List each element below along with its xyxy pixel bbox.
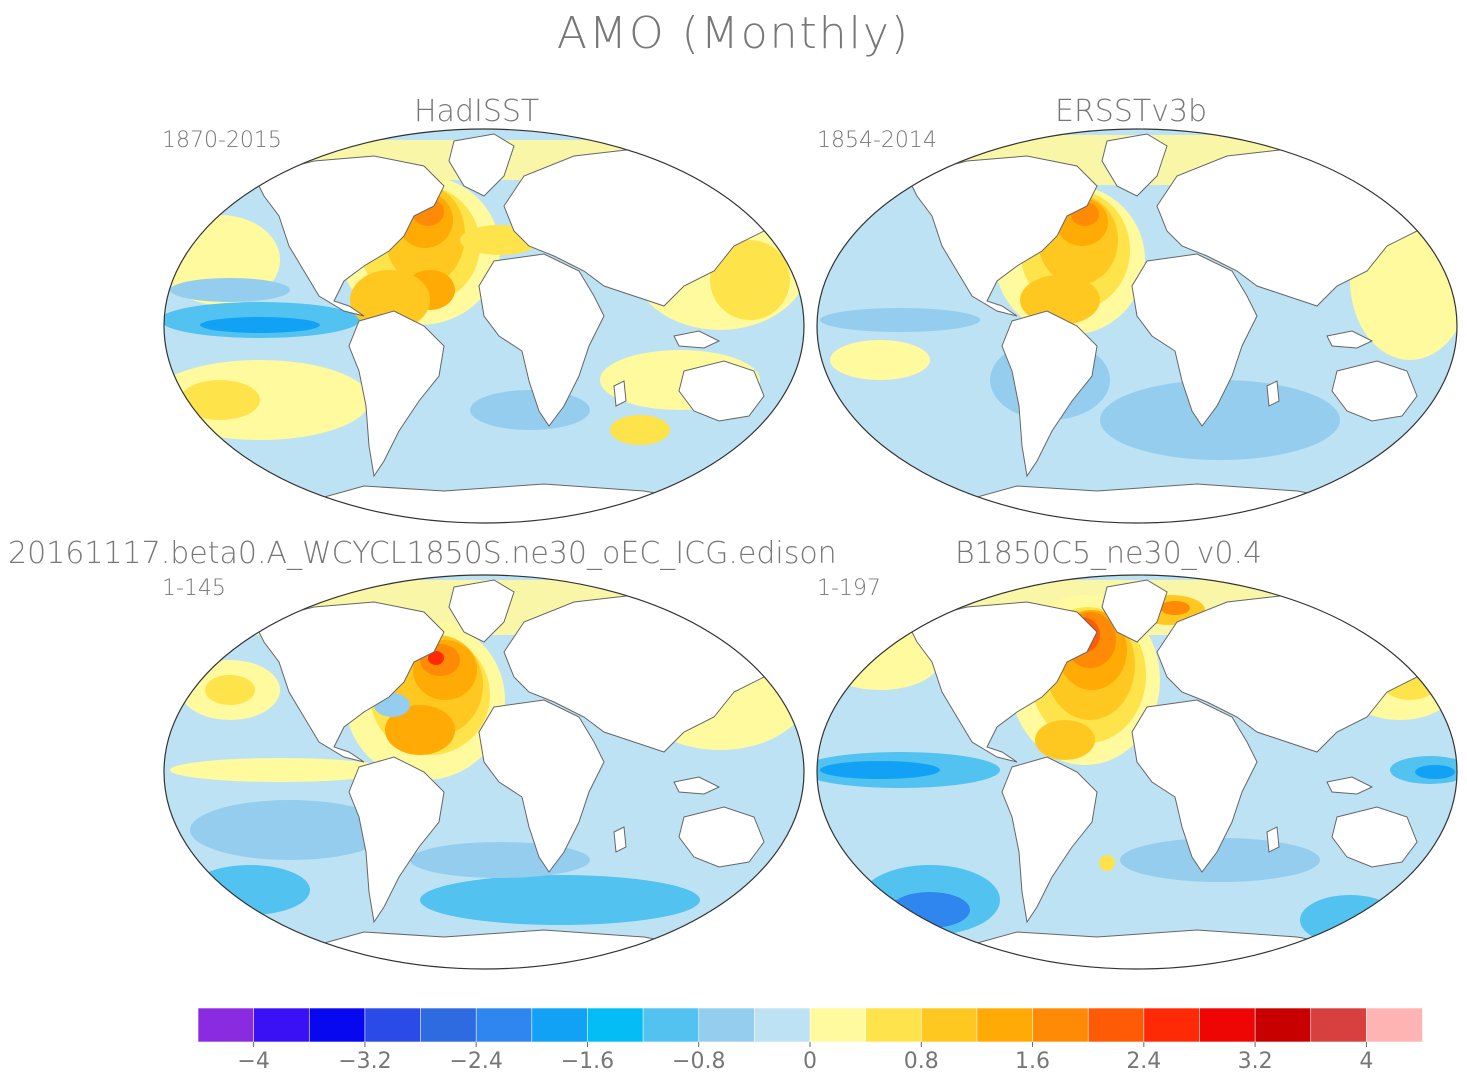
colorbar-swatch [754, 1007, 811, 1043]
colorbar-swatch [1310, 1007, 1368, 1043]
colorbar-tick-label: −4 [237, 1049, 269, 1074]
colorbar-ticks: −4 −3.2 −2.4 −1.6 −0.8 0 0.8 1.6 2.4 3.2 4 [237, 1042, 1373, 1074]
colorbar-tick-label: 0.8 [904, 1049, 939, 1074]
map-panel-hadisst [163, 128, 805, 524]
colorbar-tick-label: −0.8 [672, 1049, 725, 1074]
panel-title-model-b: B1850C5_ne30_v0.4 [955, 536, 1263, 571]
colorbar-swatch [253, 1007, 311, 1043]
colorbar-swatch [1143, 1007, 1201, 1043]
colorbar-tick-label: 3.2 [1238, 1049, 1273, 1074]
colorbar [197, 1007, 1423, 1043]
map-panel-model-b [816, 574, 1458, 970]
panel-range-hadisst: 1870-2015 [162, 128, 282, 153]
colorbar-swatch [698, 1007, 756, 1043]
map-panel-model-a [163, 574, 805, 970]
colorbar-swatch [642, 1007, 700, 1043]
colorbar-swatch [475, 1007, 533, 1043]
colorbar-swatch [976, 1007, 1034, 1043]
colorbar-swatch [587, 1007, 644, 1043]
colorbar-swatch [531, 1007, 589, 1043]
colorbar-tick-label: −1.6 [561, 1049, 614, 1074]
panel-range-ersst: 1854-2014 [817, 128, 937, 153]
panel-title-ersst: ERSSTv3b [1055, 94, 1208, 129]
colorbar-tick-label: 0 [803, 1049, 817, 1074]
colorbar-tick-label: 1.6 [1015, 1049, 1050, 1074]
colorbar-swatch [420, 1007, 477, 1043]
colorbar-tick-label: −2.4 [449, 1049, 502, 1074]
colorbar-swatch [364, 1007, 422, 1043]
colorbar-swatch [308, 1007, 366, 1043]
panel-title-hadisst: HadISST [414, 94, 540, 129]
panel-range-model-a: 1-145 [162, 576, 226, 601]
colorbar-swatch [1087, 1007, 1145, 1043]
colorbar-swatch [197, 1007, 255, 1043]
colorbar-swatch [1254, 1007, 1312, 1043]
map-panel-ersst [816, 128, 1458, 524]
colorbar-swatch [920, 1007, 978, 1043]
colorbar-tick-label: 4 [1359, 1049, 1373, 1074]
panel-range-model-b: 1-197 [817, 576, 881, 601]
colorbar-swatch [809, 1007, 867, 1043]
colorbar-tick-label: −3.2 [338, 1049, 391, 1074]
colorbar-swatch [1366, 1007, 1423, 1043]
panel-title-model-a: 20161117.beta0.A_WCYCL1850S.ne30_oEC_ICG… [8, 536, 837, 571]
colorbar-swatch [865, 1007, 923, 1043]
colorbar-swatch [1199, 1007, 1256, 1043]
colorbar-swatch [1032, 1007, 1089, 1043]
colorbar-tick-label: 2.4 [1126, 1049, 1161, 1074]
figure-title: AMO (Monthly) [556, 8, 911, 59]
